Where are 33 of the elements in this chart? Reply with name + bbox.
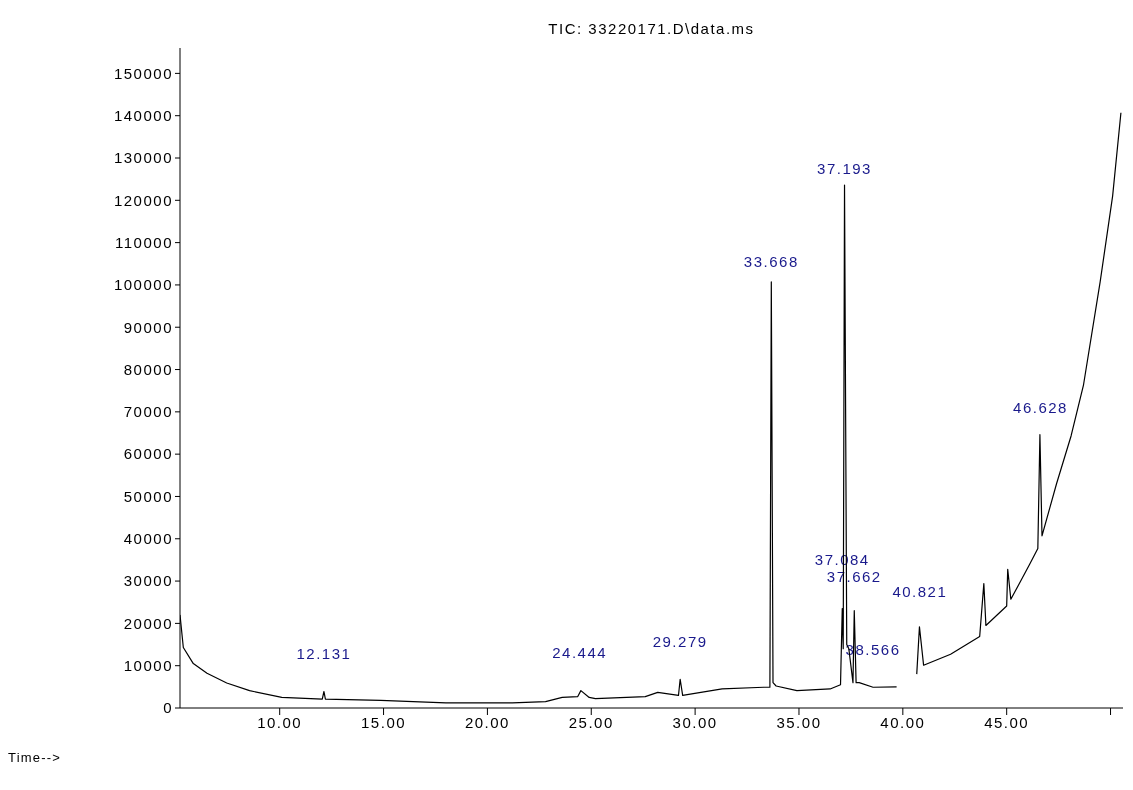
y-tick-label: 40000 (123, 530, 173, 548)
y-tick-label: 50000 (123, 487, 173, 505)
annotation: 24.444 (552, 644, 608, 662)
y-tick-label: 0 (163, 699, 173, 717)
chart-title: TIC: 33220171.D\data.ms (547, 20, 756, 37)
y-tick-label: 110000 (115, 233, 173, 251)
x-tick-label: 30.00 (672, 713, 718, 731)
y-tick-label: 10000 (123, 657, 173, 675)
y-tick-label: 30000 (123, 572, 173, 590)
annotation: 29.279 (652, 633, 708, 651)
y-tick-label: 130000 (113, 149, 173, 167)
x-tick-label: 20.00 (464, 713, 510, 731)
y-tick-label: 70000 (123, 403, 173, 421)
x-tick-label: 25.00 (568, 713, 614, 731)
annotation: 46.628 (1013, 399, 1068, 417)
annotation: 33.668 (743, 253, 799, 271)
y-tick-label: 120000 (113, 191, 173, 209)
x-tick-label: 40.00 (880, 713, 926, 731)
x-tick-label: 10.00 (257, 713, 303, 731)
y-tick-label: 140000 (113, 107, 173, 125)
y-tick-label: 90000 (123, 318, 173, 336)
x-axis-title: Time--> (8, 750, 62, 765)
x-tick-label: 35.00 (776, 713, 822, 731)
y-tick-label: 150000 (113, 64, 173, 82)
annotation: 12.131 (296, 645, 352, 663)
y-tick-label: 20000 (123, 614, 173, 632)
x-tick-label: 45.00 (984, 713, 1030, 731)
y-tick-label: 100000 (113, 276, 173, 294)
y-tick-label: 60000 (123, 445, 173, 463)
x-tick-label: 15.00 (361, 713, 407, 731)
annotation: 40.821 (892, 583, 948, 601)
annotation: 37.193 (817, 160, 872, 178)
y-tick-label: 80000 (123, 360, 173, 378)
